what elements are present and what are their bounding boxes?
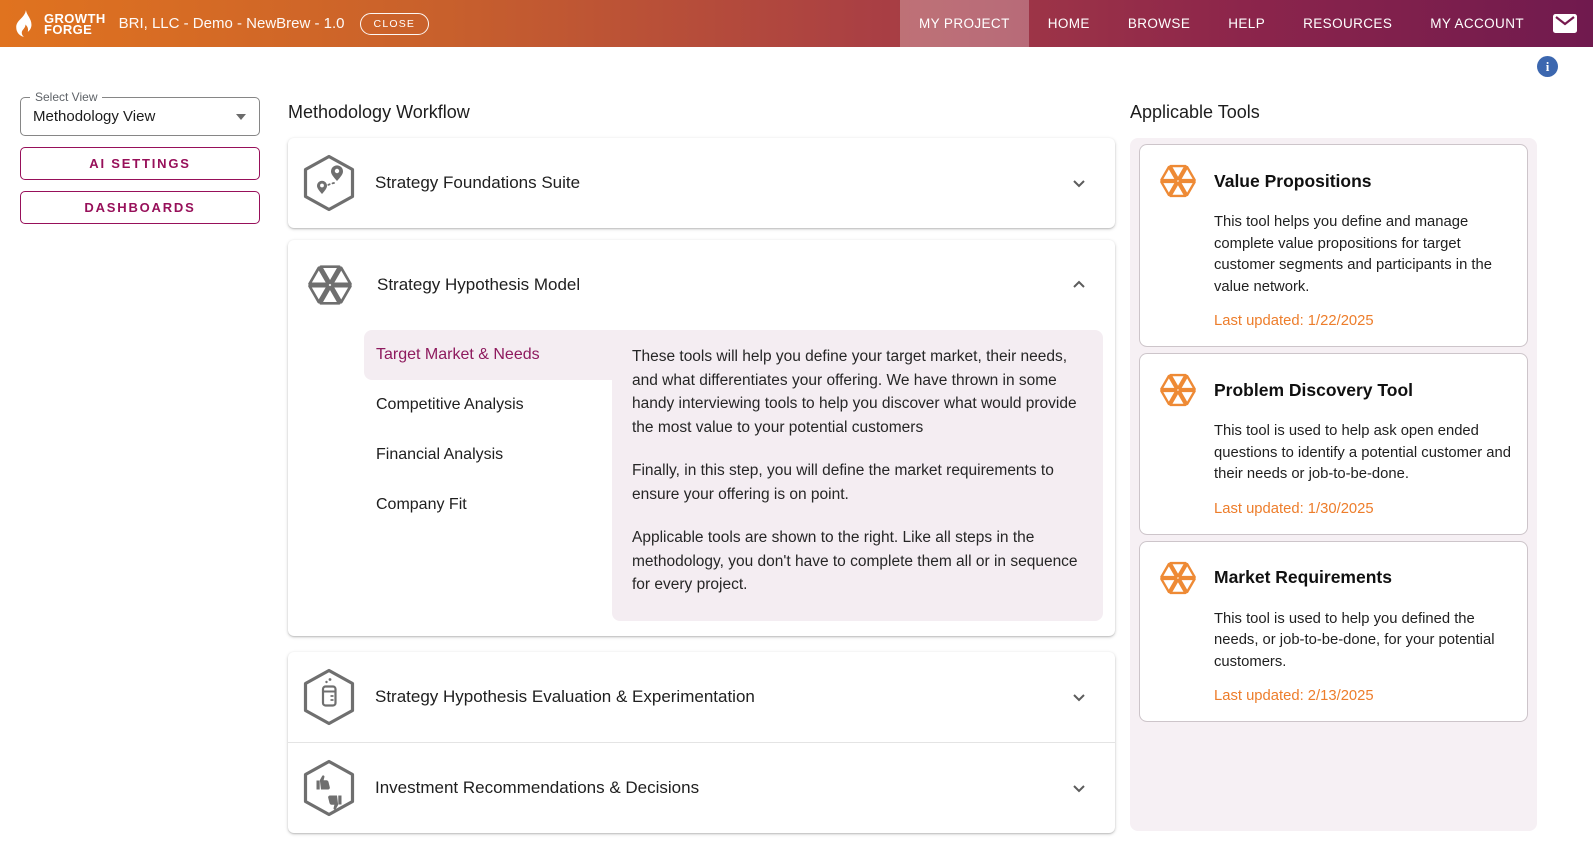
nav-item-resources[interactable]: RESOURCES <box>1303 16 1393 31</box>
chevron-up-icon <box>1067 273 1091 297</box>
description-paragraph: These tools will help you define your ta… <box>632 348 1077 436</box>
tool-card-problem-discovery[interactable]: Problem Discovery Tool This tool is used… <box>1139 353 1528 535</box>
accordion-title: Investment Recommendations & Decisions <box>375 777 700 797</box>
nav-item-browse[interactable]: BROWSE <box>1127 16 1191 31</box>
accordion-title: Strategy Hypothesis Model <box>377 275 581 294</box>
app-bar: GROWTH FORGE BRI, LLC - Demo - NewBrew -… <box>0 0 1593 47</box>
close-button[interactable]: CLOSE <box>359 12 430 35</box>
tool-description: This tool is used to help you defined th… <box>1214 610 1495 670</box>
tool-last-updated: Last updated: 1/22/2025 <box>1214 313 1374 329</box>
accordion-title: Strategy Hypothesis Evaluation & Experim… <box>375 686 755 706</box>
main-nav: MY PROJECT HOME BROWSE HELP RESOURCES MY… <box>899 0 1593 47</box>
tool-description: This tool is used to help ask open ended… <box>1214 423 1511 482</box>
project-title: BRI, LLC - Demo - NewBrew - 1.0 <box>118 15 345 32</box>
beaker-icon <box>303 668 355 726</box>
ai-settings-button[interactable]: AI SETTINGS <box>20 147 260 180</box>
divider <box>288 741 1115 743</box>
hex-triangles-icon <box>303 256 357 314</box>
description-paragraph: Finally, in this step, you will define t… <box>632 462 1054 503</box>
chevron-down-icon <box>1067 776 1091 800</box>
tools-title: Applicable Tools <box>1130 102 1260 122</box>
tool-name: Market Requirements <box>1214 567 1392 587</box>
tool-last-updated: Last updated: 2/13/2025 <box>1214 688 1374 704</box>
tab-target-market-needs[interactable]: Target Market & Needs <box>364 330 612 380</box>
flame-logo-icon <box>13 9 37 39</box>
tool-card-market-requirements[interactable]: Market Requirements This tool is used to… <box>1139 540 1528 722</box>
tool-card-value-propositions[interactable]: Value Propositions This tool helps you d… <box>1139 144 1528 347</box>
description-paragraph: Applicable tools are shown to the right.… <box>632 529 1078 593</box>
tab-company-fit[interactable]: Company Fit <box>376 496 467 513</box>
mail-icon[interactable] <box>1543 0 1593 47</box>
tool-card-body: This tool helps you define and manage co… <box>1214 212 1511 329</box>
brand-line2: FORGE <box>44 21 93 37</box>
accordion-strategy-hypothesis-evaluation: Strategy Hypothesis Evaluation & Experim… <box>288 652 1115 742</box>
brand-logo: GROWTH FORGE <box>0 9 106 39</box>
hex-triangles-icon <box>1156 556 1200 600</box>
hex-triangles-icon <box>1156 159 1200 203</box>
nav-item-my-project[interactable]: MY PROJECT <box>899 0 1029 47</box>
tools-panel: Value Propositions This tool helps you d… <box>1130 138 1537 831</box>
nav-item-help[interactable]: HELP <box>1228 16 1266 31</box>
tool-card-header: Market Requirements <box>1156 556 1511 600</box>
thumbs-up-down-icon <box>303 759 355 817</box>
view-select-label: Select View <box>30 90 103 104</box>
route-map-icon <box>303 154 355 212</box>
chevron-down-icon <box>1067 171 1091 195</box>
accordion-strategy-hypothesis-model: Strategy Hypothesis Model Target Market … <box>288 240 1115 636</box>
accordion-header[interactable]: Strategy Foundations Suite <box>288 138 1115 228</box>
brand-line1: GROWTH <box>44 10 106 26</box>
info-icon[interactable]: i <box>1537 56 1558 77</box>
hex-triangles-icon <box>1156 368 1200 412</box>
tool-card-body: This tool is used to help ask open ended… <box>1214 421 1511 517</box>
tool-name: Value Propositions <box>1214 170 1372 191</box>
applicable-tools-section: Applicable Tools Val <box>1130 99 1537 831</box>
nav-item-my-account[interactable]: MY ACCOUNT <box>1430 16 1524 31</box>
brand-text: GROWTH FORGE <box>44 10 106 37</box>
view-select[interactable]: Select View Methodology View <box>20 90 260 136</box>
accordion-title: Strategy Foundations Suite <box>375 173 581 192</box>
sidebar: Select View Methodology View AI SETTINGS… <box>20 90 260 224</box>
accordion-header[interactable]: Investment Recommendations & Decisions <box>288 743 1115 833</box>
accordion-strategy-foundations-suite: Strategy Foundations Suite <box>288 138 1115 228</box>
tool-last-updated: Last updated: 1/30/2025 <box>1214 500 1374 517</box>
step-tab-list: Target Market & Needs Competitive Analys… <box>364 330 612 621</box>
workflow-title: Methodology Workflow <box>288 102 470 122</box>
accordion-content: Target Market & Needs Competitive Analys… <box>364 330 1103 621</box>
accordion-group: Strategy Hypothesis Evaluation & Experim… <box>288 651 1115 833</box>
accordion-header[interactable]: Strategy Hypothesis Evaluation & Experim… <box>288 652 1115 742</box>
tool-card-header: Value Propositions <box>1156 159 1511 203</box>
accordion-header[interactable]: Strategy Hypothesis Model <box>288 240 1115 330</box>
nav-item-home[interactable]: HOME <box>1047 16 1090 31</box>
tool-card-header: Problem Discovery Tool <box>1156 368 1511 412</box>
tab-competitive-analysis[interactable]: Competitive Analysis <box>376 396 524 413</box>
dashboards-button[interactable]: DASHBOARDS <box>20 191 260 224</box>
methodology-workflow-section: Methodology Workflow Strategy Foundation… <box>288 99 1115 833</box>
tool-card-body: This tool is used to help you defined th… <box>1214 609 1511 705</box>
accordion-investment-recommendations: Investment Recommendations & Decisions <box>288 743 1115 833</box>
tab-financial-analysis[interactable]: Financial Analysis <box>376 446 504 463</box>
tool-description: This tool helps you define and manage co… <box>1214 214 1492 295</box>
step-description-panel: These tools will help you define your ta… <box>612 330 1103 621</box>
chevron-down-icon <box>236 113 246 120</box>
chevron-down-icon <box>1067 685 1091 709</box>
tool-name: Problem Discovery Tool <box>1214 379 1414 400</box>
view-select-value: Methodology View <box>33 108 156 125</box>
